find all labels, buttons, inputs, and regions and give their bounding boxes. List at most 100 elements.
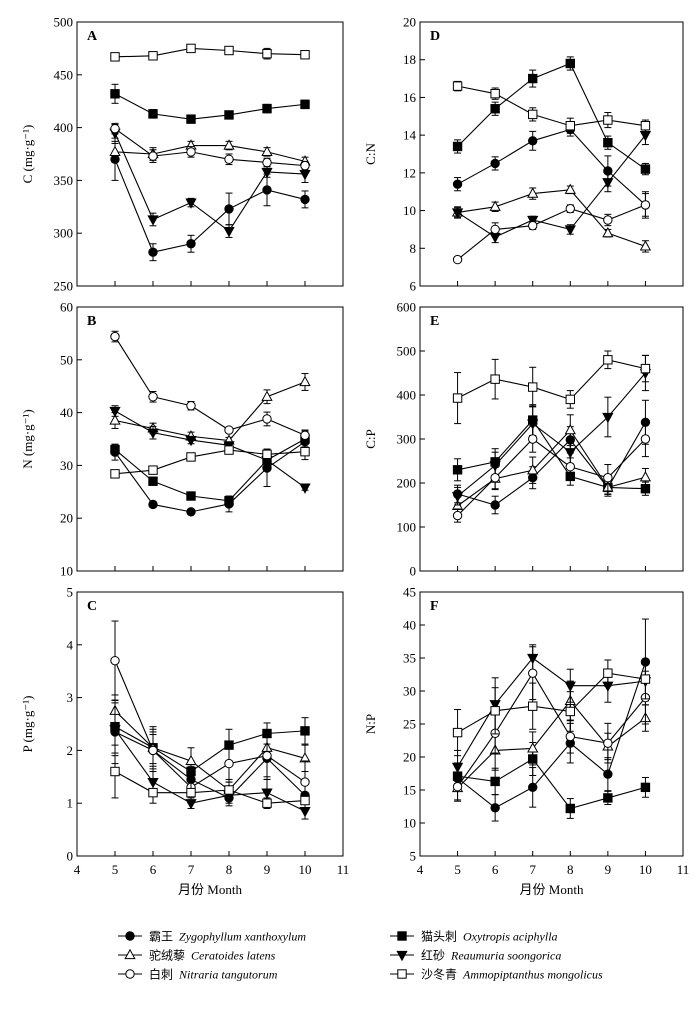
y-tick-label: 16 [403, 90, 417, 105]
series-oa [452, 56, 651, 176]
y-tick-label: 10 [403, 203, 416, 218]
data-point [109, 725, 121, 736]
x-tick-label: 7 [188, 862, 195, 877]
legend-label-cn: 猫头刺 [421, 930, 457, 944]
data-point [565, 121, 575, 131]
y-tick-label: 500 [397, 344, 417, 359]
data-point [110, 89, 120, 99]
y-tick-label: 30 [403, 684, 416, 699]
data-point [565, 706, 575, 717]
data-point [262, 414, 272, 424]
y-tick-label: 250 [54, 279, 74, 294]
data-point [262, 103, 272, 114]
data-point [148, 109, 158, 119]
data-point [527, 742, 539, 753]
panel-letter: A [87, 29, 98, 44]
data-point [452, 81, 463, 91]
x-tick-label: 7 [529, 862, 536, 877]
series-cl [109, 139, 311, 167]
data-point [300, 194, 310, 205]
data-point [490, 706, 500, 716]
data-point [602, 226, 614, 238]
data-point [300, 160, 310, 171]
data-point [148, 745, 158, 756]
data-point [262, 48, 272, 59]
data-point [564, 681, 576, 692]
data-point [603, 738, 613, 748]
data-point [564, 448, 576, 459]
panel-letter: D [430, 29, 440, 44]
y-tick-label: 400 [397, 388, 417, 403]
data-point [299, 375, 311, 387]
series-nt [110, 620, 310, 804]
y-tick-label: 0 [410, 564, 417, 579]
series-line [457, 672, 646, 734]
data-point [528, 136, 538, 146]
series-line [114, 145, 306, 162]
legend-marker [125, 931, 135, 941]
x-tick-label: 8 [567, 862, 574, 877]
legend-item-cl: 驼绒藜 Ceratoides latens [118, 948, 276, 963]
series-line [457, 128, 646, 206]
series-line [457, 661, 646, 809]
series-line [457, 359, 646, 401]
x-axis-label: 月份 Month [520, 882, 584, 897]
panel-letter: B [87, 314, 96, 329]
data-point [110, 52, 120, 62]
series-line [457, 189, 646, 247]
x-tick-label: 4 [417, 862, 424, 877]
y-tick-label: 500 [54, 15, 74, 30]
data-point [300, 50, 310, 60]
data-point [224, 110, 234, 120]
series-nt [452, 191, 651, 265]
data-point [452, 510, 463, 521]
y-tick-label: 3 [67, 690, 74, 705]
chart-panel-e: 0 100 200 300 400 500 600 E C:P [363, 300, 684, 579]
legend-marker [396, 950, 408, 962]
chart-panel-c: 0 1 2 3 4 5 4 5 6 7 8 9 10 11 C P (mg·g⁻¹) 月份 Month [20, 585, 349, 898]
data-point [602, 178, 614, 189]
data-point [261, 390, 273, 401]
data-point [527, 463, 539, 475]
series-oa [110, 83, 310, 124]
chart-panel-b: 10 20 30 40 50 60 B N (mg·g⁻¹) [20, 300, 344, 579]
legend-label-cn: 驼绒藜 [149, 948, 185, 963]
data-point [148, 476, 158, 486]
legend-label: 猫头刺 Oxytropis aciphylla [421, 930, 558, 944]
data-point [224, 785, 234, 795]
x-tick-label: 11 [677, 862, 690, 877]
legend-label-latin: Nitraria tangutorum [178, 968, 278, 982]
data-point [640, 200, 651, 210]
data-point [490, 104, 500, 114]
series-am [110, 43, 310, 62]
data-point [452, 782, 463, 792]
series-oa [452, 741, 651, 819]
data-point [224, 45, 234, 56]
data-point [490, 500, 500, 510]
series-line [457, 438, 646, 516]
data-point [224, 496, 234, 506]
series-line [457, 372, 646, 497]
data-point [640, 674, 651, 684]
data-point [489, 461, 501, 472]
data-point [640, 782, 651, 793]
data-point [224, 445, 234, 455]
data-point [640, 434, 651, 444]
legend-item-am: 沙冬青 Ammopiptanthus mongolicus [390, 967, 603, 982]
series-zx [452, 618, 651, 822]
series-line [114, 441, 306, 513]
data-point [186, 787, 196, 798]
legend-marker [125, 969, 135, 979]
series-line [114, 47, 306, 58]
series-cl [109, 373, 311, 445]
data-point [262, 750, 272, 761]
data-point [528, 668, 538, 678]
data-point [300, 446, 310, 457]
data-point [185, 754, 197, 766]
x-tick-label: 4 [74, 862, 81, 877]
series-am [110, 443, 310, 479]
data-point [528, 434, 538, 444]
series-am [452, 350, 651, 425]
y-tick-label: 5 [410, 849, 417, 864]
